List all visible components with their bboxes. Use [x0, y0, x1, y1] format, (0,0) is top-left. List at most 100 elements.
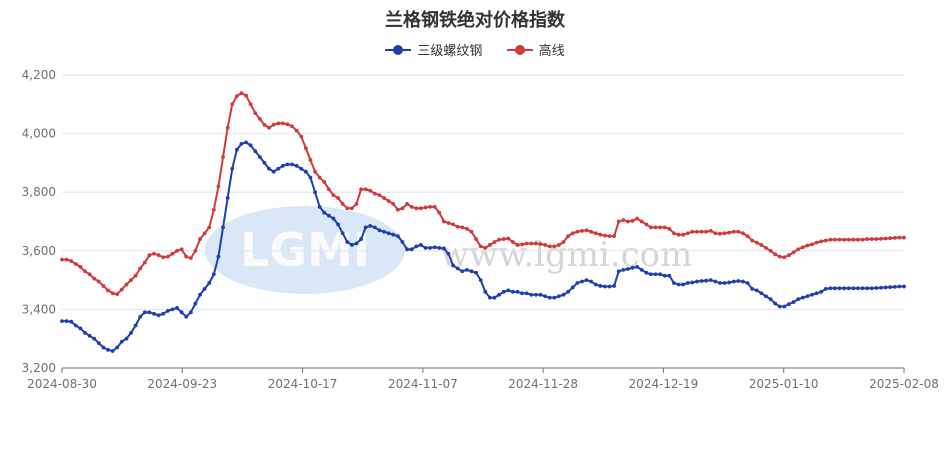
series-2-point[interactable] [511, 240, 515, 244]
series-1-point[interactable] [267, 166, 271, 171]
series-2-point[interactable] [598, 232, 603, 237]
legend-item-series-1[interactable]: 三级螺纹钢 [385, 40, 482, 59]
series-1-point[interactable] [593, 282, 598, 287]
series-1-point[interactable] [676, 282, 681, 287]
series-2-point[interactable] [837, 237, 842, 242]
series-1-point[interactable] [179, 310, 184, 315]
series-2-point[interactable] [667, 226, 672, 231]
series-1-point[interactable] [874, 286, 879, 290]
series-1-point[interactable] [736, 279, 741, 283]
series-2-point[interactable] [791, 250, 796, 255]
series-1-point[interactable] [299, 166, 304, 171]
series-1-point[interactable] [796, 297, 801, 302]
series-1-point[interactable] [96, 341, 101, 345]
series-2-point[interactable] [418, 206, 423, 211]
series-1-point[interactable] [823, 286, 828, 291]
series-1-point[interactable] [294, 163, 299, 168]
series-1-point[interactable] [616, 269, 621, 274]
series-2-point[interactable] [317, 175, 322, 180]
series-1-point[interactable] [699, 279, 704, 283]
series-2-point[interactable] [833, 237, 837, 242]
series-2-point[interactable] [561, 240, 566, 244]
series-1-point[interactable] [221, 225, 225, 230]
series-2-point[interactable] [773, 252, 778, 257]
series-1-point[interactable] [598, 284, 603, 288]
series-2-point[interactable] [474, 237, 478, 241]
series-1-point[interactable] [869, 286, 874, 291]
series-2-point[interactable] [718, 231, 722, 236]
series-1-point[interactable] [244, 140, 248, 145]
series-2-point[interactable] [814, 240, 819, 245]
series-2-point[interactable] [216, 184, 221, 189]
series-2-point[interactable] [529, 241, 534, 246]
series-2-point[interactable] [672, 231, 676, 236]
series-1-point[interactable] [152, 311, 156, 316]
series-1-point[interactable] [257, 155, 262, 159]
series-2-point[interactable] [313, 169, 317, 174]
series-2-point[interactable] [349, 206, 354, 211]
series-1-point[interactable] [60, 319, 64, 324]
series-2-point[interactable] [285, 122, 290, 127]
series-1-point[interactable] [386, 231, 391, 236]
series-1-point[interactable] [524, 291, 529, 296]
series-1-point[interactable] [276, 166, 281, 171]
series-1-point[interactable] [101, 345, 106, 350]
series-2-point[interactable] [239, 91, 244, 96]
series-1-point[interactable] [280, 163, 285, 168]
series-2-point[interactable] [377, 193, 382, 198]
series-2-point[interactable] [175, 248, 179, 253]
series-2-point[interactable] [515, 243, 520, 247]
series-2-point[interactable] [225, 125, 230, 130]
series-2-point[interactable] [386, 199, 391, 203]
series-2-point[interactable] [506, 236, 511, 241]
series-1-point[interactable] [492, 295, 497, 300]
series-1-point[interactable] [856, 286, 860, 291]
series-1-point[interactable] [147, 310, 152, 315]
series-2-point[interactable] [138, 266, 143, 271]
series-2-point[interactable] [119, 287, 124, 292]
series-2-point[interactable] [280, 121, 285, 126]
series-2-point[interactable] [846, 237, 851, 242]
series-2-point[interactable] [92, 276, 97, 281]
series-1-point[interactable] [902, 284, 906, 289]
series-2-point[interactable] [359, 187, 363, 192]
series-2-point[interactable] [759, 243, 764, 247]
series-1-point[interactable] [349, 243, 354, 247]
series-2-point[interactable] [570, 231, 575, 236]
series-2-point[interactable] [267, 125, 271, 130]
series-2-point[interactable] [543, 243, 548, 247]
series-2-point[interactable] [897, 235, 902, 240]
series-2-point[interactable] [299, 134, 304, 139]
series-1-point[interactable] [207, 281, 212, 285]
series-2-point[interactable] [653, 225, 658, 230]
series-1-point[interactable] [405, 247, 409, 252]
series-2-point[interactable] [478, 244, 483, 249]
series-2-point[interactable] [363, 187, 368, 192]
series-1-point[interactable] [400, 240, 405, 244]
series-1-point[interactable] [566, 289, 571, 294]
series-2-point[interactable] [221, 155, 225, 159]
series-1-point[interactable] [708, 278, 713, 282]
series-1-point[interactable] [234, 147, 239, 152]
series-1-point[interactable] [842, 286, 847, 291]
series-2-point[interactable] [188, 256, 193, 261]
series-1-point[interactable] [391, 232, 396, 237]
series-2-point[interactable] [856, 237, 860, 242]
series-2-point[interactable] [193, 248, 198, 253]
series-1-point[interactable] [603, 284, 607, 289]
series-2-point[interactable] [372, 191, 377, 196]
series-2-point[interactable] [745, 234, 750, 239]
series-1-point[interactable] [814, 291, 819, 296]
series-1-point[interactable] [418, 243, 423, 247]
series-1-point[interactable] [897, 284, 902, 289]
series-1-point[interactable] [161, 311, 166, 316]
series-2-point[interactable] [902, 235, 906, 240]
series-2-point[interactable] [750, 238, 755, 243]
series-2-point[interactable] [437, 210, 442, 215]
series-2-point[interactable] [566, 234, 571, 239]
series-2-point[interactable] [736, 229, 741, 234]
series-1-point[interactable] [754, 288, 759, 293]
series-2-point[interactable] [331, 193, 336, 198]
series-1-point[interactable] [538, 292, 543, 297]
series-1-point[interactable] [800, 295, 805, 300]
